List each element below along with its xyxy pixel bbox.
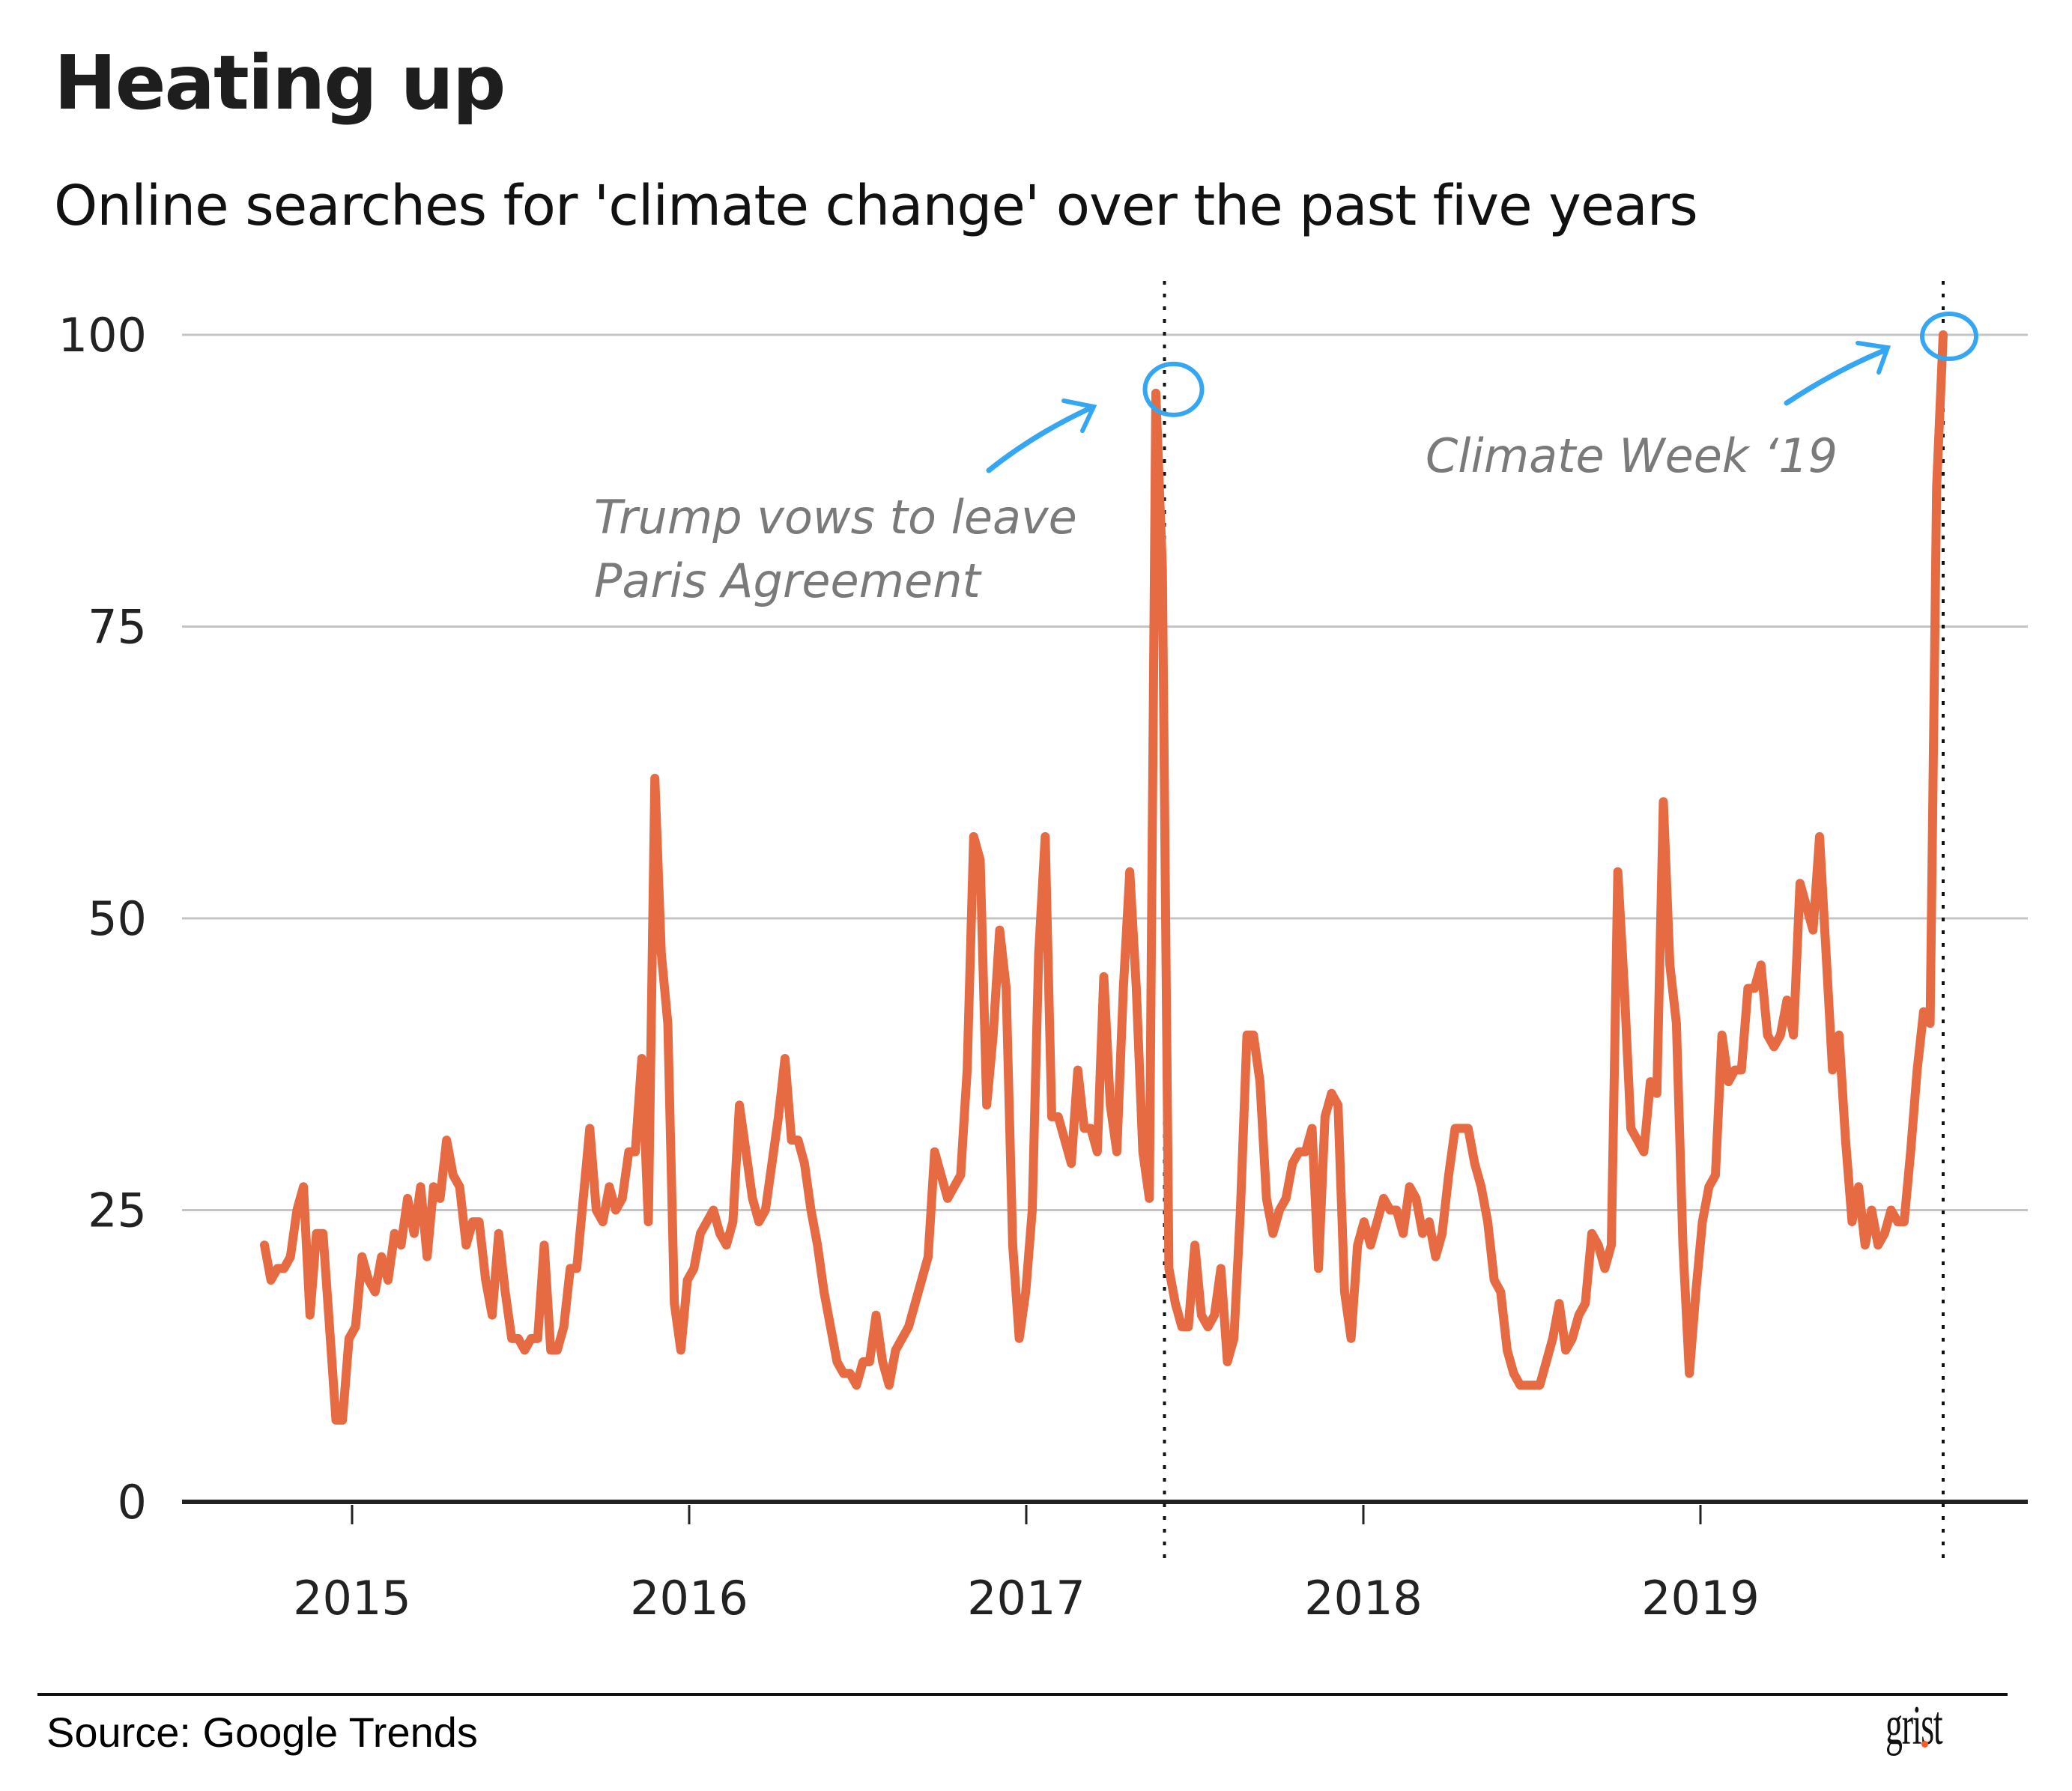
series-line-climate-change xyxy=(260,330,1948,1425)
line-chart: 0 25 50 75 100 2015 2016 2017 2018 2019 Trump vo… xyxy=(58,281,2028,1625)
arrow-icon xyxy=(1784,348,1887,406)
highlight-circle-icon xyxy=(1142,361,1205,417)
x-axis-ticks: 2015 2016 2017 2018 2019 xyxy=(293,1505,1760,1625)
x-tick-label-2015: 2015 xyxy=(293,1571,411,1625)
footer-divider xyxy=(37,1693,2008,1696)
annotations: Trump vows to leave Paris Agreement Climat… xyxy=(594,312,1978,608)
annotation-line: Trump vows to leave xyxy=(594,490,1077,545)
arrow-icon xyxy=(986,405,1093,473)
arrowhead-icon xyxy=(1856,341,1891,375)
arrowhead-icon xyxy=(1061,398,1097,433)
x-tick-label-2018: 2018 xyxy=(1304,1571,1423,1625)
y-tick-label-50: 50 xyxy=(88,891,147,946)
chart-title: Heating up xyxy=(54,39,506,127)
gridlines xyxy=(182,333,2028,1504)
y-tick-label-75: 75 xyxy=(88,600,147,655)
source-note: Source: Google Trends xyxy=(46,1709,478,1756)
annotation-text-climate-week: Climate Week ‘19 xyxy=(1426,428,1838,483)
x-tick-label-2017: 2017 xyxy=(967,1571,1085,1625)
y-axis-ticks: 0 25 50 75 100 xyxy=(58,308,147,1530)
annotation-line: Paris Agreement xyxy=(594,554,982,608)
grist-logo: grist xyxy=(1885,1695,1943,1757)
x-tick-label-2019: 2019 xyxy=(1641,1571,1760,1625)
highlight-circle-icon xyxy=(1920,312,1978,361)
annotation-text-paris: Trump vows to leave Paris Agreement xyxy=(594,490,1077,608)
x-tick-label-2016: 2016 xyxy=(630,1571,748,1625)
y-tick-label-0: 0 xyxy=(118,1475,147,1530)
y-tick-label-100: 100 xyxy=(58,308,147,363)
chart-subtitle: Online searches for 'climate change' ove… xyxy=(54,174,1698,238)
y-tick-label-25: 25 xyxy=(88,1184,147,1238)
grist-logo-dot xyxy=(1921,1741,1928,1748)
